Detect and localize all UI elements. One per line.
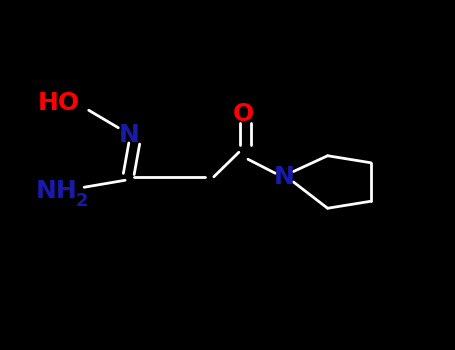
Text: NH: NH	[36, 179, 78, 203]
Text: O: O	[233, 102, 254, 126]
Text: N: N	[119, 123, 140, 147]
Text: 2: 2	[76, 191, 88, 210]
Text: HO: HO	[38, 91, 80, 115]
Text: N: N	[274, 165, 295, 189]
